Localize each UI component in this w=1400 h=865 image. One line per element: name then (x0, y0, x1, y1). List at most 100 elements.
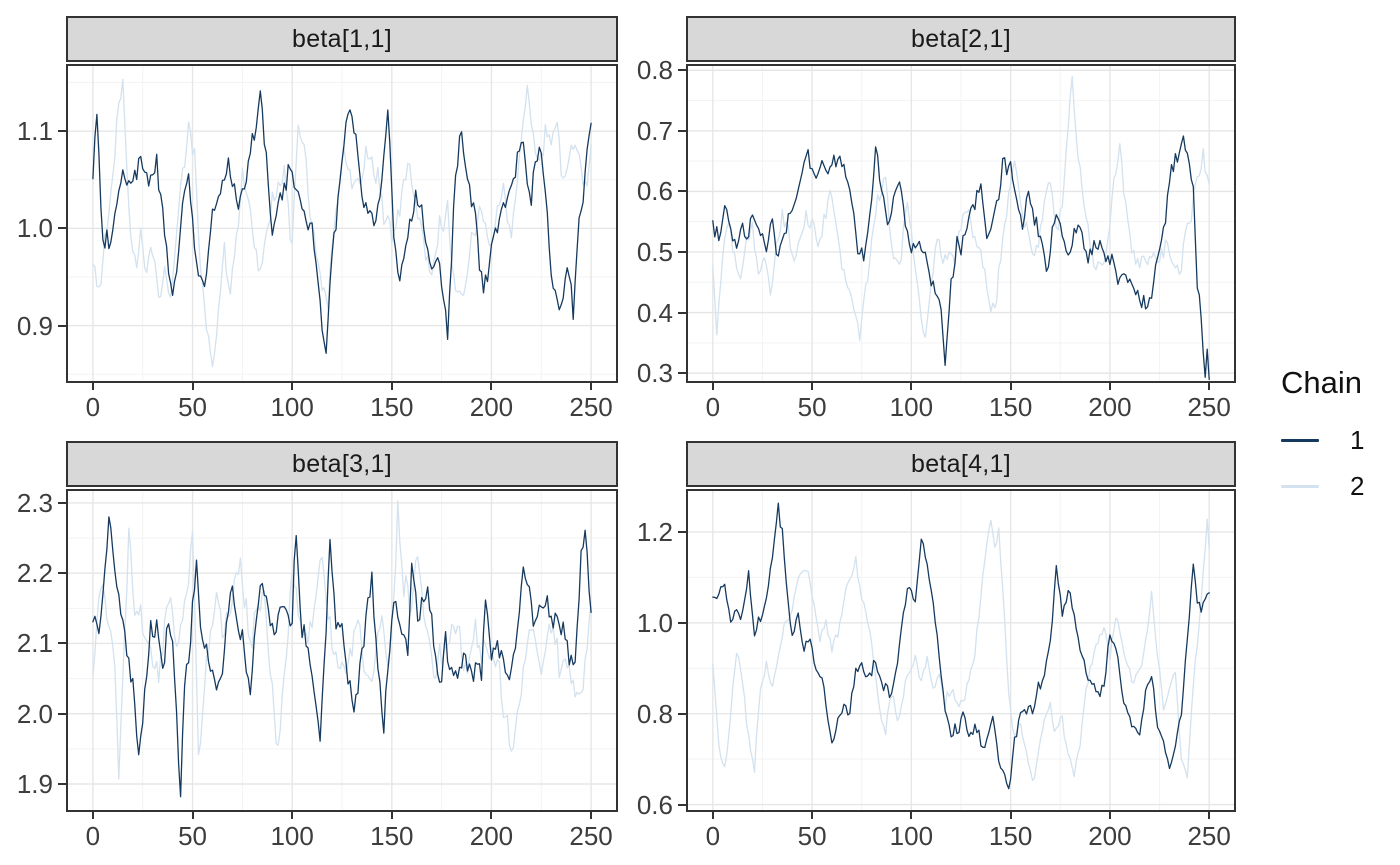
y-tick-label: 1.2 (636, 516, 673, 547)
panel-svg (68, 66, 616, 381)
x-tick-label: 0 (705, 392, 721, 422)
x-tick-label: 0 (85, 392, 101, 422)
legend-title: Chain (1281, 365, 1362, 400)
y-tick-mark (678, 803, 686, 806)
x-tick-mark (390, 383, 393, 390)
y-tick-label: 0.6 (636, 789, 673, 820)
y-tick-label: 0.9 (16, 310, 53, 341)
y-tick-mark (58, 324, 66, 327)
panel-svg (688, 491, 1234, 810)
y-tick-label: 1.0 (16, 213, 53, 244)
facet-strip: beta[3,1] (66, 441, 618, 487)
x-tick-mark (711, 812, 714, 819)
x-tick-mark (390, 812, 393, 819)
y-tick-label: 0.3 (636, 358, 673, 389)
y-tick-mark (678, 621, 686, 624)
x-tick-mark (1208, 383, 1211, 390)
x-tick-label: 100 (889, 821, 934, 851)
y-tick-label: 0.6 (636, 176, 673, 207)
legend-key-line-chain-2 (1281, 484, 1319, 488)
x-tick-mark (291, 812, 294, 819)
x-tick-label: 50 (797, 392, 827, 422)
facet-title: beta[3,1] (291, 449, 392, 478)
x-tick-label: 200 (1088, 392, 1132, 422)
x-tick-mark (490, 812, 493, 819)
x-tick-mark (590, 383, 593, 390)
x-tick-mark (291, 383, 294, 390)
trace-chain-1 (92, 90, 592, 354)
trace-chain-2 (92, 500, 592, 780)
x-tick-label: 0 (85, 821, 101, 851)
plot-panel (686, 64, 1236, 383)
trace-chain-2 (712, 518, 1210, 782)
y-tick-mark (58, 130, 66, 133)
y-tick-label: 0.4 (636, 297, 673, 328)
y-tick-label: 2.1 (16, 628, 53, 659)
x-tick-mark (91, 812, 94, 819)
trace-chain-1 (712, 502, 1210, 790)
x-tick-label: 200 (469, 392, 514, 422)
y-tick-mark (678, 129, 686, 132)
facet-title: beta[1,1] (291, 24, 392, 53)
x-tick-label: 150 (988, 821, 1033, 851)
x-tick-mark (1009, 383, 1012, 390)
x-tick-mark (910, 383, 913, 390)
y-tick-mark (58, 712, 66, 715)
facet-title: beta[2,1] (910, 24, 1011, 53)
legend-label-chain-2: 2 (1350, 471, 1365, 501)
plot-panel (66, 489, 618, 812)
facet-strip: beta[2,1] (686, 16, 1236, 62)
x-tick-label: 100 (270, 392, 314, 422)
x-tick-label: 250 (569, 821, 613, 851)
x-tick-label: 100 (270, 821, 314, 851)
x-tick-label: 200 (1088, 821, 1132, 851)
facet-beta-3-1: beta[3,1] (66, 441, 618, 812)
trace-chain-1 (712, 135, 1210, 380)
x-tick-label: 150 (988, 392, 1033, 422)
trace-chain-1 (92, 516, 592, 798)
x-tick-label: 50 (797, 821, 827, 851)
x-tick-label: 50 (178, 821, 207, 851)
plot-panel (66, 64, 618, 383)
panel-svg (688, 66, 1234, 381)
y-tick-mark (58, 642, 66, 645)
x-tick-label: 150 (370, 821, 414, 851)
x-tick-mark (191, 383, 194, 390)
legend-item-chain-1: 1 (1281, 426, 1364, 454)
plot-panel (686, 489, 1236, 812)
y-tick-label: 0.8 (636, 55, 673, 86)
facet-strip: beta[1,1] (66, 16, 618, 62)
y-tick-label: 2.3 (16, 487, 53, 518)
legend: Chain 1 2 (1281, 365, 1364, 500)
facet-beta-1-1: beta[1,1] (66, 16, 618, 383)
x-tick-mark (1108, 383, 1111, 390)
x-tick-label: 150 (370, 392, 414, 422)
y-tick-mark (678, 250, 686, 253)
panel-svg (68, 491, 616, 810)
y-tick-label: 2.2 (16, 558, 53, 589)
y-tick-label: 1.0 (636, 607, 673, 638)
facet-strip: beta[4,1] (686, 441, 1236, 487)
x-tick-label: 200 (469, 821, 514, 851)
y-tick-mark (678, 530, 686, 533)
x-tick-mark (811, 812, 814, 819)
y-tick-label: 0.5 (636, 236, 673, 267)
y-tick-mark (678, 712, 686, 715)
legend-key-line-chain-1 (1281, 438, 1319, 442)
facet-title: beta[4,1] (910, 449, 1011, 478)
facet-beta-2-1: beta[2,1] (686, 16, 1236, 383)
y-tick-mark (678, 69, 686, 72)
y-tick-label: 0.7 (636, 115, 673, 146)
trace-chain-2 (712, 76, 1210, 342)
x-tick-label: 250 (1187, 821, 1231, 851)
y-tick-mark (58, 783, 66, 785)
x-tick-mark (811, 383, 814, 390)
x-tick-label: 50 (178, 392, 207, 422)
x-tick-mark (711, 383, 714, 390)
y-tick-label: 1.9 (16, 769, 53, 799)
y-tick-label: 0.8 (636, 698, 673, 729)
y-tick-mark (678, 190, 686, 193)
y-tick-label: 2.0 (16, 698, 53, 729)
y-tick-mark (58, 227, 66, 230)
